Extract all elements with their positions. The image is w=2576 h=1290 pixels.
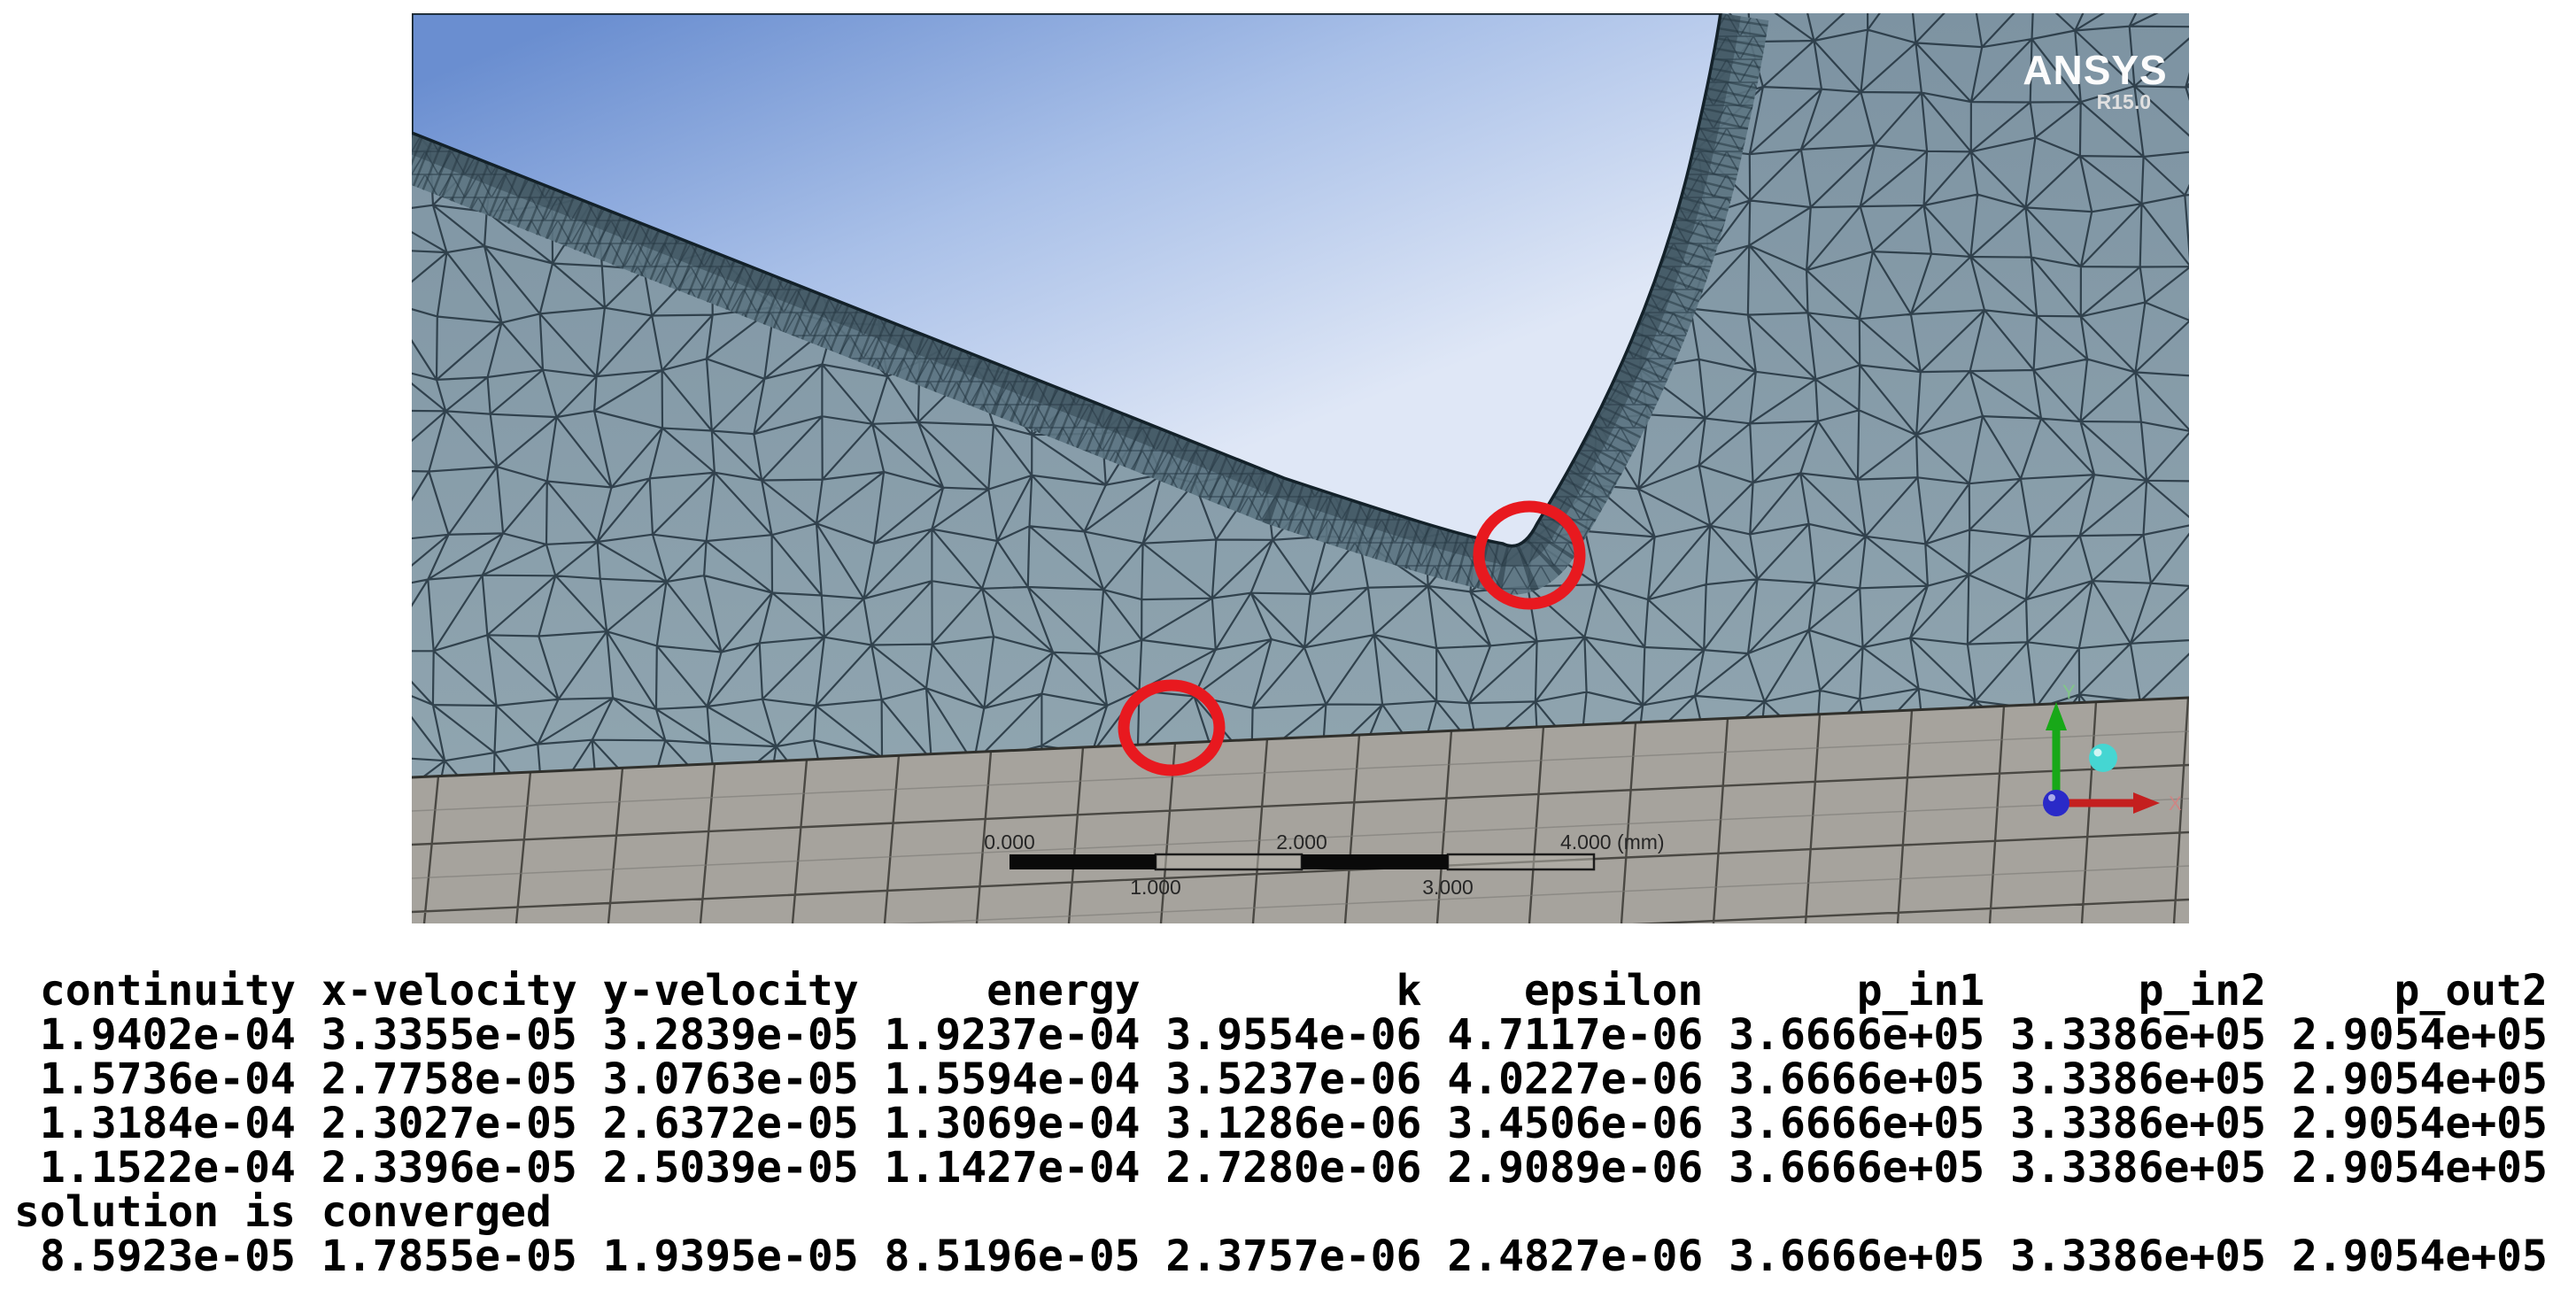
scale-label: 0.000 (984, 830, 1035, 854)
ansys-brand-text: ANSYS (2023, 47, 2167, 93)
annotation-circle-interface (1118, 679, 1226, 776)
scale-ruler: 0.000 2.000 4.000 (mm) 1.000 3.000 (984, 830, 1664, 899)
scale-bar-segment (1010, 854, 1156, 869)
scale-label: 4.000 (mm) (1560, 830, 1665, 854)
mesh-interface-line (412, 696, 2189, 779)
z-axis-sphere (2043, 790, 2069, 816)
scale-label: 2.000 (1276, 830, 1327, 854)
quad-mesh-region (412, 696, 2189, 923)
scale-label: 3.000 (1422, 876, 1474, 899)
mesh-viewport[interactable]: 0.000 2.000 4.000 (mm) 1.000 3.000 Y X ANSYS R15… (412, 13, 2189, 923)
mesh-view: 0.000 2.000 4.000 (mm)1.000 3.000YXANSYSR15… (412, 13, 2189, 923)
ansys-version-text: R15.0 (2097, 90, 2151, 113)
scale-bar-segment (1302, 854, 1448, 869)
blade-surface-region (412, 13, 1722, 548)
scale-label: 1.000 (1130, 876, 1181, 899)
x-axis-label: X (2169, 792, 2182, 815)
iso-sphere (2089, 744, 2117, 772)
y-axis-label: Y (2062, 681, 2076, 703)
console-output: continuity x-velocity y-velocity energy … (14, 966, 2548, 1281)
annotation-circle-trailing-edge (1473, 500, 1586, 610)
orientation-triad[interactable]: YX (2043, 681, 2182, 816)
